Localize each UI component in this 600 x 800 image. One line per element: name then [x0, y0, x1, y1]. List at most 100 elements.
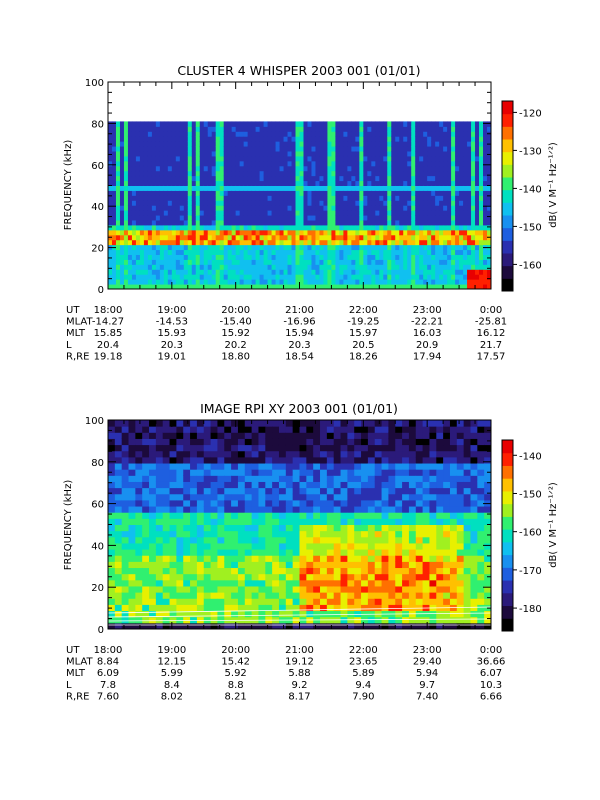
spectrogram-cell — [151, 220, 157, 226]
spectrogram-cell — [320, 420, 328, 427]
spectrogram-cell — [191, 254, 197, 260]
spectrogram-cell — [487, 210, 492, 216]
spectrogram-cell — [183, 121, 189, 127]
spectrogram-cell — [183, 234, 189, 241]
spectrogram-cell — [183, 456, 191, 464]
spectrogram-cell — [423, 126, 428, 132]
spectrogram-cell — [403, 234, 408, 241]
spectrogram-cell — [255, 165, 261, 172]
spectrogram-cell — [191, 180, 197, 186]
spectrogram-cell — [143, 269, 149, 275]
spectrogram-cell — [123, 234, 129, 241]
colorbar-swatch — [502, 202, 513, 206]
spectrogram-cell — [291, 234, 297, 241]
spectrogram-cell — [159, 239, 165, 246]
spectrogram-cell — [335, 180, 340, 186]
spectrogram-cell — [333, 426, 342, 433]
spectrogram-cell — [265, 542, 273, 550]
spectrogram-cell — [108, 420, 116, 427]
spectrogram-cell — [263, 284, 269, 290]
spectrogram-cell — [402, 426, 410, 433]
spectrogram-cell — [267, 205, 273, 211]
spectrogram-cell — [131, 274, 137, 280]
spectrogram-cell — [306, 579, 314, 587]
colorbar-tick-label: -130 — [519, 146, 542, 157]
spectrogram-cell — [335, 274, 340, 280]
spectrogram-cell — [427, 126, 432, 132]
spectrogram-cell — [359, 210, 364, 216]
spectrogram-cell — [267, 121, 273, 127]
spectrogram-cell — [207, 205, 213, 211]
spectrogram-cell — [483, 279, 488, 285]
spectrogram-cell — [135, 160, 141, 167]
spectrogram-cell — [255, 249, 261, 255]
spectrogram-cell — [163, 205, 169, 211]
spectrogram-cell — [121, 622, 130, 630]
spectrogram-cell — [135, 542, 143, 550]
spectrogram-cell — [121, 585, 130, 593]
spectrogram-cell — [415, 141, 420, 147]
spectrogram-cell — [347, 239, 352, 246]
spectrogram-cell — [379, 269, 384, 275]
spectrogram-cell — [402, 555, 410, 562]
spectrogram-cell — [265, 444, 273, 452]
spectrogram-cell — [267, 160, 273, 167]
spectrogram-cell — [149, 420, 157, 427]
spectrogram-cell — [363, 220, 368, 226]
spectrogram-cell — [251, 493, 259, 501]
ephemeris-value: 17.94 — [413, 351, 442, 362]
spectrogram-cell — [142, 456, 150, 464]
spectrogram-cell — [383, 264, 388, 270]
spectrogram-cell — [237, 573, 246, 581]
spectrogram-cell — [313, 518, 321, 525]
spectrogram-cell — [287, 195, 293, 201]
spectrogram-cell — [275, 220, 281, 226]
spectrogram-cell — [388, 493, 396, 501]
spectrogram-cell — [351, 229, 356, 236]
spectrogram-cell — [351, 180, 356, 186]
spectrogram-cell — [187, 274, 193, 280]
spectrogram-cell — [463, 121, 468, 127]
spectrogram-cell — [381, 579, 389, 587]
spectrogram-cell — [295, 146, 300, 152]
spectrogram-cell — [258, 487, 266, 495]
spectrogram-cell — [381, 506, 389, 513]
spectrogram-cell — [483, 254, 488, 260]
spectrogram-cell — [163, 190, 169, 196]
spectrogram-cell — [423, 284, 428, 290]
spectrogram-cell — [423, 136, 428, 142]
spectrogram-cell — [307, 185, 312, 191]
spectrogram-cell — [135, 598, 143, 605]
spectrogram-cell — [423, 146, 428, 152]
spectrogram-cell — [176, 616, 184, 624]
spectrogram-cell — [196, 475, 205, 482]
spectrogram-cell — [179, 205, 185, 211]
spectrogram-cell — [159, 224, 165, 231]
spectrogram-cell — [285, 469, 294, 476]
spectrogram-cell — [231, 185, 237, 191]
spectrogram-cell — [231, 175, 237, 182]
spectrogram-cell — [315, 131, 320, 137]
spectrogram-cell — [323, 121, 328, 127]
spectrogram-cell — [265, 524, 273, 532]
spectrogram-cell — [199, 259, 205, 265]
spectrogram-cell — [347, 155, 352, 162]
spectrogram-cell — [307, 180, 312, 186]
spectrogram-cell — [299, 234, 304, 241]
spectrogram-cell — [147, 190, 153, 196]
spectrogram-cell — [175, 170, 181, 177]
spectrogram-cell — [151, 215, 157, 221]
spectrogram-cell — [395, 151, 400, 157]
spectrogram-cell — [306, 530, 314, 538]
spectrogram-cell — [151, 284, 157, 290]
spectrogram-cell — [121, 561, 130, 569]
spectrogram-cell — [207, 220, 213, 226]
spectrogram-cell — [347, 279, 352, 285]
spectrogram-cell — [143, 190, 149, 196]
spectrogram-cell — [251, 220, 257, 226]
spectrogram-cell — [395, 499, 403, 507]
spectrogram-cell — [374, 542, 383, 550]
spectrogram-cell — [347, 165, 352, 172]
spectrogram-cell — [285, 456, 294, 464]
spectrogram-cell — [227, 146, 233, 152]
